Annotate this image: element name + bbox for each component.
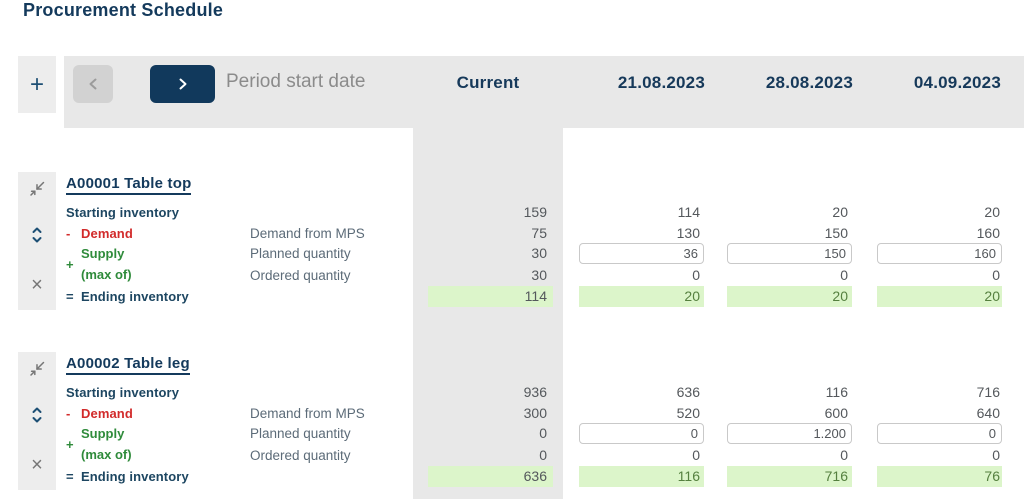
row-label-starting-inventory: Starting inventory [66,205,180,220]
demand-mps-value: 130 [676,225,700,241]
ending-inventory-highlight [727,466,852,487]
ending-inventory-value: 116 [677,468,700,484]
up-down-chevrons-icon[interactable] [26,404,48,426]
row-label-demand: - Demand [66,226,133,241]
starting-inventory-value: 636 [676,384,700,400]
column-header-current: Current [456,73,520,92]
sub-label-demand-from-mps: Demand from MPS [250,406,365,421]
item-name-link[interactable]: A00002 Table leg [66,355,190,375]
planned-quantity-value: 30 [531,245,547,261]
ending-inventory-value: 20 [984,288,1000,304]
planned-quantity-input[interactable] [579,243,704,264]
sub-label-planned-quantity: Planned quantity [250,426,351,441]
ending-inventory-highlight [727,286,852,307]
period-start-date-label: Period start date [226,71,366,92]
planned-quantity-value: 0 [539,425,547,441]
ending-inventory-highlight [579,286,704,307]
demand-mps-value: 600 [824,405,848,421]
ordered-quantity-value: 0 [692,267,700,283]
row-label-supply: + Supply (max of) [66,246,132,282]
planned-quantity-input[interactable] [727,243,852,264]
column-header-period-3: 04.09.2023 [913,73,1001,92]
ending-inventory-value: 76 [984,468,1000,484]
ordered-quantity-value: 0 [692,447,700,463]
starting-inventory-value: 20 [832,204,848,220]
ending-inventory-value: 114 [524,288,547,304]
sub-label-demand-from-mps: Demand from MPS [250,226,365,241]
planned-quantity-input[interactable] [727,423,852,444]
collapse-item-icon[interactable] [26,178,48,200]
remove-item-icon[interactable]: × [31,453,43,476]
ordered-quantity-value: 0 [840,267,848,283]
chevron-left-icon [87,77,99,91]
row-label-demand: - Demand [66,406,133,421]
row-label-supply: + Supply (max of) [66,426,132,462]
column-header-period-1: 21.08.2023 [617,73,705,92]
page-title: Procurement Schedule [23,0,224,20]
ordered-quantity-value: 0 [992,447,1000,463]
item-block: × A00001 Table top Starting inventory -D… [0,172,1024,312]
row-label-starting-inventory: Starting inventory [66,385,180,400]
ending-inventory-highlight [877,286,1002,307]
demand-mps-value: 150 [824,225,848,241]
demand-mps-value: 75 [531,225,547,241]
row-label-ending-inventory: = Ending inventory [66,469,189,484]
header-band [64,56,1024,128]
next-period-button[interactable] [150,65,215,103]
planned-quantity-input[interactable] [877,243,1002,264]
ordered-quantity-value: 30 [531,267,547,283]
ending-inventory-value: 716 [824,468,848,484]
ending-inventory-highlight [428,466,553,487]
starting-inventory-value: 716 [976,384,1000,400]
row-label-ending-inventory: = Ending inventory [66,289,189,304]
item-block: × A00002 Table leg Starting inventory -D… [0,352,1024,492]
ending-inventory-highlight [579,466,704,487]
item-name-link[interactable]: A00001 Table top [66,175,192,195]
ending-inventory-value: 20 [832,288,848,304]
remove-item-icon[interactable]: × [31,273,43,296]
current-column-band [413,128,563,499]
demand-mps-value: 520 [676,405,700,421]
sub-label-ordered-quantity: Ordered quantity [250,268,351,283]
starting-inventory-value: 159 [523,204,547,220]
collapse-item-icon[interactable] [26,358,48,380]
ordered-quantity-value: 0 [840,447,848,463]
demand-mps-value: 160 [976,225,1000,241]
starting-inventory-value: 116 [825,384,848,400]
add-item-button[interactable]: + [18,56,56,113]
previous-period-button[interactable] [73,65,113,103]
ending-inventory-highlight [877,466,1002,487]
sub-label-ordered-quantity: Ordered quantity [250,448,351,463]
ordered-quantity-value: 0 [539,447,547,463]
ending-inventory-value: 20 [684,288,700,304]
item-rail: × [18,352,56,490]
planned-quantity-input[interactable] [877,423,1002,444]
starting-inventory-value: 20 [984,204,1000,220]
plus-icon: + [29,70,44,98]
ending-inventory-value: 636 [523,468,547,484]
chevron-right-icon [177,77,189,91]
starting-inventory-value: 114 [677,204,700,220]
planned-quantity-input[interactable] [579,423,704,444]
column-header-period-2: 28.08.2023 [765,73,853,92]
ordered-quantity-value: 0 [992,267,1000,283]
demand-mps-value: 300 [523,405,547,421]
sub-label-planned-quantity: Planned quantity [250,246,351,261]
up-down-chevrons-icon[interactable] [26,224,48,246]
item-rail: × [18,172,56,310]
demand-mps-value: 640 [976,405,1000,421]
ending-inventory-highlight [428,286,553,307]
starting-inventory-value: 936 [523,384,547,400]
